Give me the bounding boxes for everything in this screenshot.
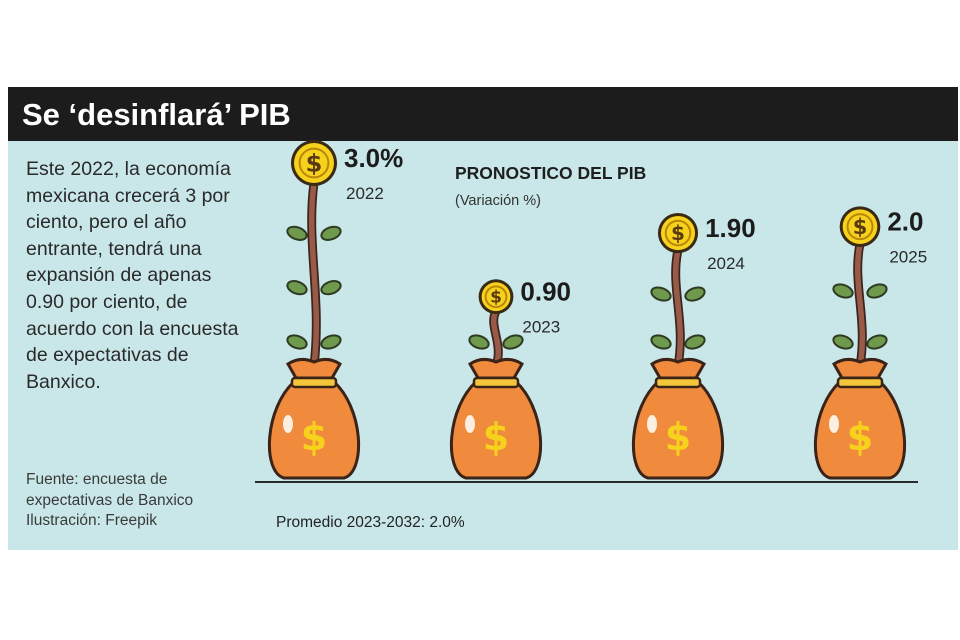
bag-tie <box>836 376 884 389</box>
money-bag-icon <box>813 378 907 480</box>
leaf-icon <box>286 225 308 241</box>
bag-dollar-sign: $ <box>483 415 509 459</box>
money-bag-icon <box>449 378 543 480</box>
bag-highlight <box>647 415 657 433</box>
chart-annotation: Promedio 2023-2032: 2.0% <box>276 514 465 531</box>
coin-inner-ring <box>664 219 692 247</box>
page-title: Se ‘desinflará’ PIB <box>22 97 291 132</box>
value-label-2025: 2.0 <box>887 207 923 237</box>
year-label-2023: 2023 <box>522 318 560 337</box>
plant-2025: $ $2.0 2025 <box>813 206 927 480</box>
year-label-2022: 2022 <box>346 184 384 203</box>
coin-inner-ring <box>298 147 330 179</box>
source-line-2: expectativas de Banxico <box>26 491 194 509</box>
bag-tie <box>654 376 702 389</box>
plant-stem-icon <box>672 247 684 369</box>
leaf-icon <box>866 283 888 299</box>
year-label-2025: 2025 <box>889 248 927 267</box>
bag-tie <box>290 376 338 389</box>
coin-dollar-sign: $ <box>853 215 868 239</box>
leaf-icon <box>684 334 706 350</box>
bag-top <box>468 357 524 380</box>
bag-highlight <box>283 415 293 433</box>
year-label-2024: 2024 <box>707 254 745 273</box>
bag-dollar-sign: $ <box>847 415 873 459</box>
bag-top <box>650 357 706 380</box>
header-bar <box>8 87 958 141</box>
leaf-icon <box>286 280 308 296</box>
chart-title: PRONOSTICO DEL PIB <box>455 163 647 183</box>
bag-top <box>286 357 342 380</box>
value-label-2023: 0.90 <box>520 277 571 307</box>
leaf-icon <box>286 334 308 350</box>
leaf-icon <box>468 334 490 350</box>
leaf-icon <box>320 225 342 241</box>
coin-dollar-sign: $ <box>306 149 323 177</box>
plant-stem-icon <box>490 308 502 369</box>
chart-subtitle: (Variación %) <box>455 193 541 209</box>
coin-inner-ring <box>484 285 508 309</box>
plant-2022: $ $3.0% 2022 <box>267 140 403 480</box>
coin-dollar-sign: $ <box>671 221 685 245</box>
bag-top <box>832 357 888 380</box>
source-line-3: Ilustración: Freepik <box>26 512 157 529</box>
value-label-2024: 1.90 <box>705 213 756 243</box>
body-text: Este 2022, la economía mexicana crecerá … <box>26 158 239 393</box>
leaf-icon <box>320 280 342 296</box>
plant-stem-icon <box>308 180 320 369</box>
leaf-icon <box>502 334 524 350</box>
leaf-icon <box>684 286 706 302</box>
coin-inner-ring <box>846 213 874 241</box>
value-label-2022: 3.0% <box>344 143 403 173</box>
leaf-icon <box>650 334 672 350</box>
plant-2023: $ $0.90 2023 <box>449 277 571 480</box>
bag-dollar-sign: $ <box>665 415 691 459</box>
money-bag-icon <box>631 378 725 480</box>
leaf-icon <box>866 334 888 350</box>
source-line-1: Fuente: encuesta de <box>26 471 168 488</box>
leaf-icon <box>832 283 854 299</box>
bag-dollar-sign: $ <box>301 415 327 459</box>
source-note: Fuente: encuesta de expectativas de Banx… <box>26 470 246 532</box>
leaf-icon <box>650 286 672 302</box>
coin-dollar-sign: $ <box>490 288 502 308</box>
plant-stem-icon <box>855 241 865 369</box>
bag-tie <box>472 376 520 389</box>
bag-highlight <box>829 415 839 433</box>
money-bag-icon <box>267 378 361 480</box>
bag-highlight <box>465 415 475 433</box>
plant-2024: $ $1.90 2024 <box>631 212 756 480</box>
leaf-icon <box>832 334 854 350</box>
leaf-icon <box>320 334 342 350</box>
